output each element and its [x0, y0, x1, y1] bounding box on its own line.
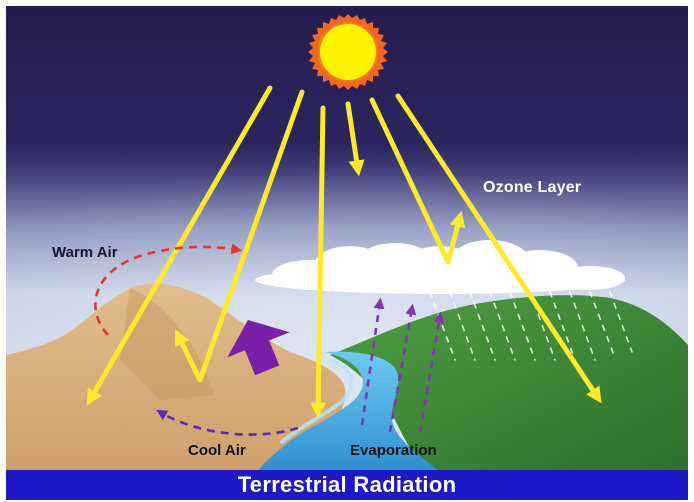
solar-ray-reflected-cloud [369, 97, 466, 265]
diagram-title: Terrestrial Radiation [237, 472, 457, 497]
rain-streaks [429, 291, 633, 361]
ozone-layer-label: Ozone Layer [483, 179, 582, 196]
sun-icon [308, 14, 388, 90]
solar-ray-reflected-land [175, 89, 305, 383]
river-highlight [280, 358, 354, 444]
terrestrial-radiation-arrow [227, 319, 290, 376]
solar-ray-short [345, 101, 365, 177]
evaporation-arrow-3 [418, 311, 445, 433]
evaporation-arrow-2 [388, 303, 417, 433]
cool-air-arrow [156, 409, 299, 436]
warm-air-arrow [94, 243, 243, 336]
solar-ray-center [310, 105, 327, 419]
solar-rays [86, 85, 602, 419]
cloud [255, 240, 625, 294]
warm-air-label: Warm Air [52, 244, 118, 261]
evaporation-label: Evaporation [350, 442, 437, 459]
solar-ray-right [395, 93, 602, 404]
evaporation-arrows [360, 297, 445, 433]
cool-air-label: Cool Air [188, 442, 246, 459]
title-bar: Terrestrial Radiation [6, 470, 688, 500]
land-shadow [120, 288, 215, 400]
solar-ray-left [86, 85, 273, 406]
river [258, 351, 440, 472]
